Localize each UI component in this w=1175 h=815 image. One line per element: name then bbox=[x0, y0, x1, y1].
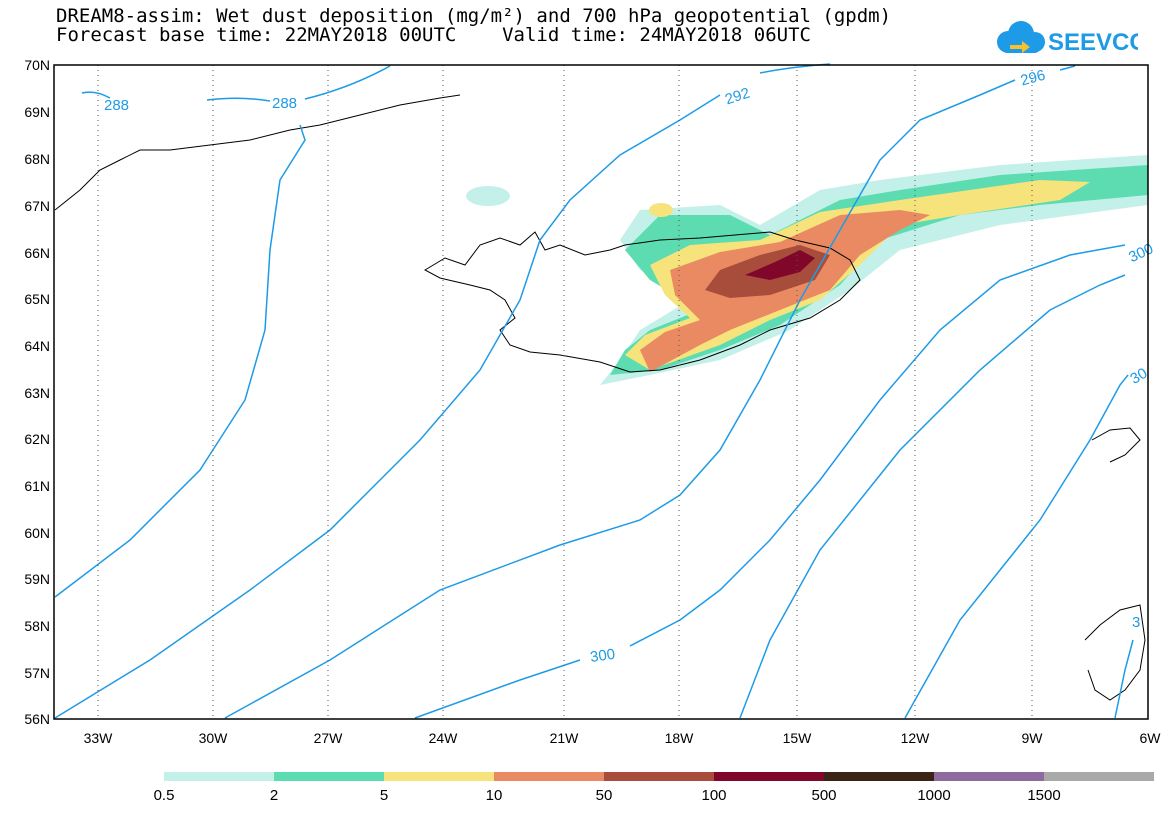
legend-label: 2 bbox=[270, 787, 278, 804]
legend-swatch bbox=[164, 772, 274, 781]
map-title: DREAM8-assim: Wet dust deposition (mg/m²… bbox=[56, 5, 892, 27]
legend-swatch bbox=[494, 772, 604, 781]
lat-label: 70N bbox=[24, 57, 50, 73]
legend-label: 5 bbox=[380, 787, 388, 804]
cloud-icon bbox=[997, 21, 1045, 53]
contour-label: 288 bbox=[272, 95, 297, 112]
lon-label: 6W bbox=[1140, 730, 1162, 746]
legend-label: 500 bbox=[811, 787, 836, 804]
contour-labels: 288 288 292 296 300 30 300 3 bbox=[104, 67, 1156, 666]
lon-label: 12W bbox=[901, 730, 931, 746]
contour-label: 296 bbox=[1019, 67, 1048, 90]
logo-text: SEEVCCC bbox=[1048, 29, 1138, 56]
lat-label: 56N bbox=[24, 711, 50, 727]
legend-colorbar: 0.5 2 5 10 50 100 500 1000 1500 bbox=[154, 772, 1154, 804]
lat-label: 57N bbox=[24, 665, 50, 681]
legend-label: 0.5 bbox=[154, 787, 175, 804]
lat-label: 60N bbox=[24, 525, 50, 541]
contour-label: 300 bbox=[1126, 240, 1156, 266]
map-subtitle: Forecast base time: 22MAY2018 00UTC Vali… bbox=[56, 24, 811, 46]
seevccc-logo: SEEVCCC bbox=[997, 21, 1138, 56]
lat-label: 65N bbox=[24, 291, 50, 307]
legend-swatch bbox=[274, 772, 384, 781]
map-frame bbox=[53, 64, 1149, 720]
legend-swatch bbox=[384, 772, 494, 781]
dust-deposition-field bbox=[466, 155, 1148, 385]
lon-label: 9W bbox=[1022, 730, 1044, 746]
legend-label: 10 bbox=[486, 787, 503, 804]
contour-label: 3 bbox=[1132, 614, 1140, 631]
lat-label: 66N bbox=[24, 245, 50, 261]
legend-swatch bbox=[714, 772, 824, 781]
legend-swatch bbox=[604, 772, 714, 781]
lat-label: 58N bbox=[24, 618, 50, 634]
lat-label: 59N bbox=[24, 571, 50, 587]
contour-label: 300 bbox=[589, 646, 616, 666]
contour-label: 30 bbox=[1127, 365, 1150, 388]
geopotential-contours bbox=[54, 63, 1134, 719]
contour-label: 292 bbox=[723, 85, 752, 109]
lon-label: 18W bbox=[665, 730, 695, 746]
lat-label: 61N bbox=[24, 478, 50, 494]
legend-swatch bbox=[824, 772, 934, 781]
legend-swatch bbox=[1044, 772, 1154, 781]
legend-label: 50 bbox=[596, 787, 613, 804]
lat-label: 62N bbox=[24, 431, 50, 447]
lon-label: 33W bbox=[84, 730, 114, 746]
lon-label: 15W bbox=[783, 730, 813, 746]
lat-label: 63N bbox=[24, 385, 50, 401]
legend-swatch bbox=[934, 772, 1044, 781]
lon-label: 27W bbox=[314, 730, 344, 746]
lon-label: 24W bbox=[429, 730, 459, 746]
lat-label: 67N bbox=[24, 198, 50, 214]
lon-label: 30W bbox=[199, 730, 229, 746]
graticule bbox=[97, 65, 1033, 719]
longitude-labels: 33W 30W 27W 24W 21W 18W 15W 12W 9W 6W bbox=[84, 730, 1162, 746]
legend-label: 1000 bbox=[917, 787, 950, 804]
legend-label: 100 bbox=[701, 787, 726, 804]
legend-label: 1500 bbox=[1027, 787, 1060, 804]
contour-label: 288 bbox=[104, 97, 129, 114]
lat-label: 69N bbox=[24, 104, 50, 120]
lat-label: 68N bbox=[24, 151, 50, 167]
lat-label: 64N bbox=[24, 338, 50, 354]
lon-label: 21W bbox=[550, 730, 580, 746]
latitude-labels: 70N 69N 68N 67N 66N 65N 64N 63N 62N 61N … bbox=[24, 57, 50, 727]
